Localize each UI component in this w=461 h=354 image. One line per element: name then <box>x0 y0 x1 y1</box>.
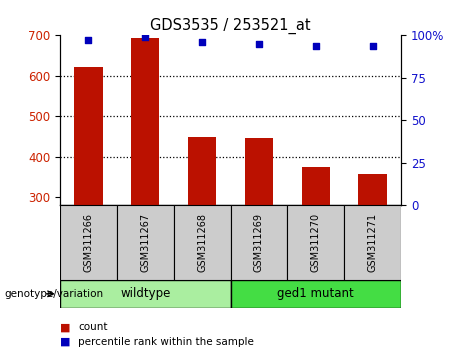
Point <box>142 34 149 40</box>
Bar <box>74 67 102 205</box>
Bar <box>230 205 287 280</box>
Title: GDS3535 / 253521_at: GDS3535 / 253521_at <box>150 18 311 34</box>
Bar <box>245 138 273 205</box>
Bar <box>344 205 401 280</box>
Text: GSM311267: GSM311267 <box>140 213 150 272</box>
Point <box>369 43 376 48</box>
Text: wildtype: wildtype <box>120 287 171 300</box>
Bar <box>60 205 117 280</box>
Point <box>198 39 206 45</box>
Bar <box>287 205 344 280</box>
Text: GSM311266: GSM311266 <box>83 213 94 272</box>
Bar <box>174 205 230 280</box>
Bar <box>117 205 174 280</box>
Text: GSM311271: GSM311271 <box>367 213 378 272</box>
Point <box>85 38 92 43</box>
Text: ged1 mutant: ged1 mutant <box>278 287 354 300</box>
Text: ■: ■ <box>60 322 71 332</box>
Bar <box>131 38 160 205</box>
Text: genotype/variation: genotype/variation <box>5 289 104 299</box>
Point <box>312 43 319 48</box>
Text: count: count <box>78 322 108 332</box>
Text: ■: ■ <box>60 337 71 347</box>
Bar <box>301 167 330 205</box>
Text: GSM311270: GSM311270 <box>311 213 321 272</box>
Bar <box>188 137 216 205</box>
Text: GSM311268: GSM311268 <box>197 213 207 272</box>
Text: GSM311269: GSM311269 <box>254 213 264 272</box>
Point <box>255 41 263 47</box>
Bar <box>230 280 401 308</box>
Bar <box>358 174 387 205</box>
Bar <box>60 280 230 308</box>
Text: percentile rank within the sample: percentile rank within the sample <box>78 337 254 347</box>
